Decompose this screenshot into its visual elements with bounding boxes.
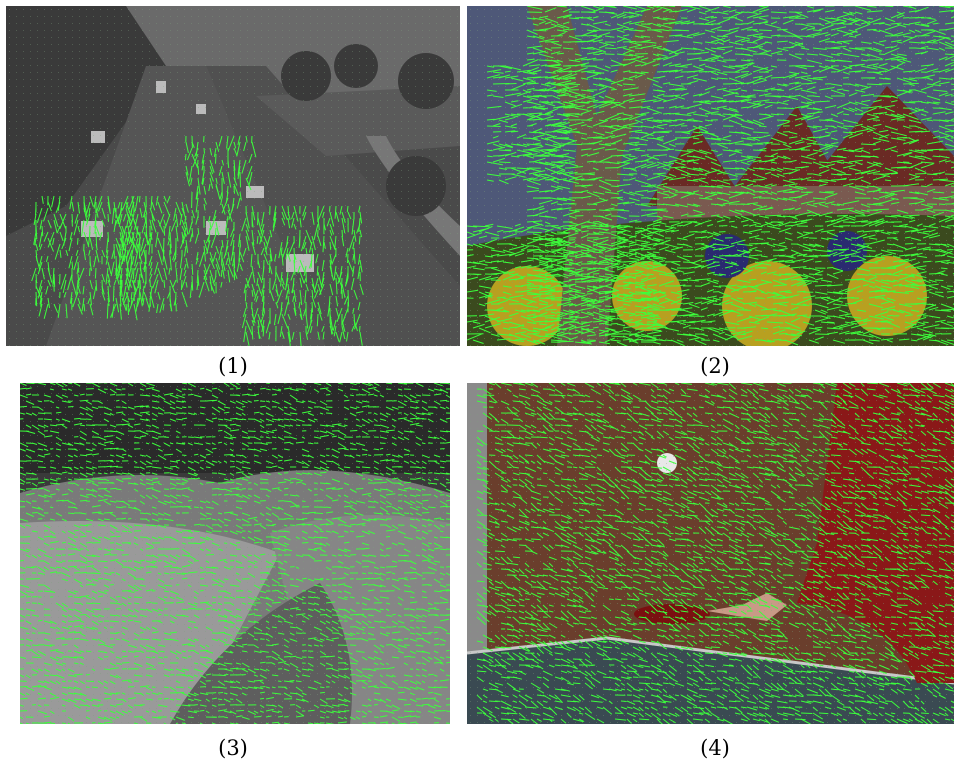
panel-pingpong-image xyxy=(467,383,954,724)
caption-panel-3: (3) xyxy=(193,736,273,760)
caption-panel-1: (1) xyxy=(193,354,273,378)
terrain-scene xyxy=(20,383,450,724)
caption-panel-2: (2) xyxy=(675,354,755,378)
panel-terrain-image xyxy=(20,383,450,724)
panel-garden-image xyxy=(467,6,954,346)
traffic-scene xyxy=(6,6,460,346)
garden-scene xyxy=(467,6,954,346)
panel-traffic-image xyxy=(6,6,460,346)
caption-panel-4: (4) xyxy=(675,736,755,760)
pingpong-scene xyxy=(467,383,954,724)
